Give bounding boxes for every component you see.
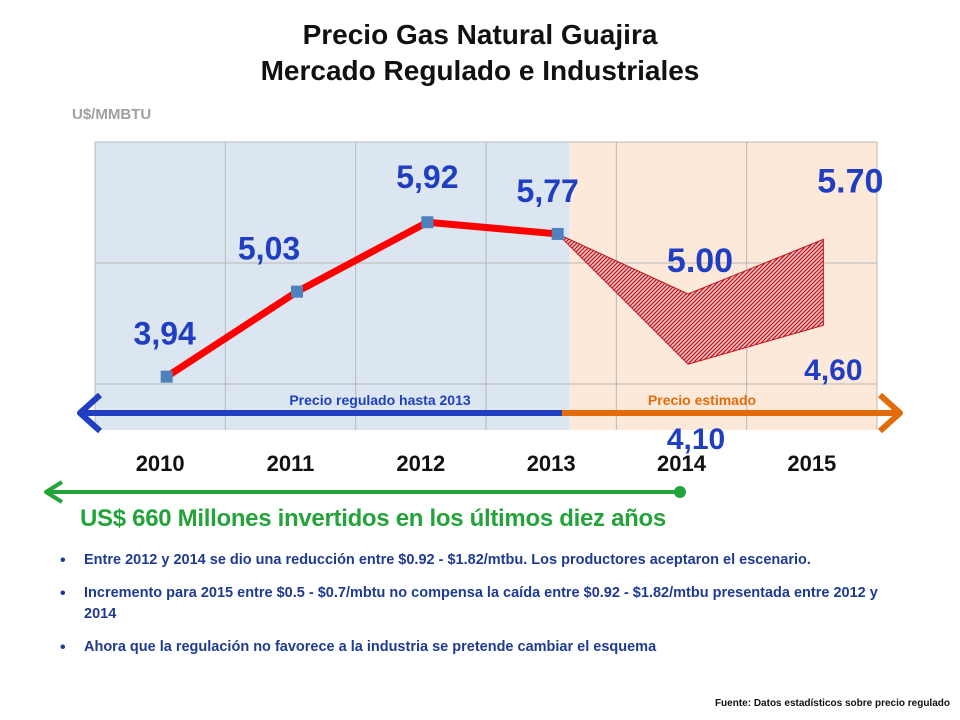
region-background xyxy=(95,142,570,430)
data-point-marker xyxy=(291,285,304,298)
x-tick-label: 2015 xyxy=(787,451,836,476)
data-point-marker xyxy=(551,227,564,240)
chart-title-line1: Precio Gas Natural Guajira xyxy=(302,19,658,50)
x-tick-label: 2011 xyxy=(267,451,315,476)
bullet-dot: • xyxy=(60,639,66,656)
x-tick-label: 2012 xyxy=(396,451,445,476)
chart-title-line2: Mercado Regulado e Industriales xyxy=(260,55,700,86)
bullet-item: • Ahora que la regulación no favorece a … xyxy=(60,637,890,658)
bullet-dot: • xyxy=(60,552,66,569)
x-tick-label: 2010 xyxy=(136,451,185,476)
arrow-right-head xyxy=(877,392,903,434)
bullet-text: Ahora que la regulación no favorece a la… xyxy=(84,639,657,655)
estimated-period-label: Precio estimado xyxy=(648,392,756,408)
estimated-lower-label: 4,10 xyxy=(667,423,725,456)
bullet-dot: • xyxy=(60,585,66,602)
estimated-price-band xyxy=(557,233,824,365)
source-note: Fuente: Datos estadísticos sobre precio … xyxy=(714,698,950,709)
bullet-item: • Incremento para 2015 entre $0.5 - $0.7… xyxy=(60,583,890,625)
bullet-item: • Entre 2012 y 2014 se dio una reducción… xyxy=(60,550,890,571)
investment-arrow-head xyxy=(44,480,64,504)
estimated-upper-label: 5.00 xyxy=(667,242,733,280)
data-point-marker xyxy=(421,216,434,229)
bullet-list: • Entre 2012 y 2014 se dio una reducción… xyxy=(60,550,890,670)
data-label: 5,77 xyxy=(517,173,579,209)
estimated-lower-label: 4,60 xyxy=(804,354,862,387)
regulated-price-line xyxy=(164,218,558,380)
data-point-marker xyxy=(160,370,173,383)
data-label: 3,94 xyxy=(134,316,196,352)
x-tick-label: 2014 xyxy=(657,451,707,476)
y-axis-unit-label: U$/MMBTU xyxy=(72,106,152,123)
investment-arrow-end-dot xyxy=(674,486,686,498)
arrow-left-head xyxy=(77,392,103,434)
data-label: 5,03 xyxy=(238,231,300,267)
estimated-upper-label: 5.70 xyxy=(817,162,883,200)
x-tick-label: 2013 xyxy=(527,451,576,476)
regulated-period-label: Precio regulado hasta 2013 xyxy=(289,392,471,408)
investment-text: US$ 660 Millones invertidos en los últim… xyxy=(80,505,666,532)
bullet-text: Incremento para 2015 entre $0.5 - $0.7/m… xyxy=(84,585,878,622)
bullet-text: Entre 2012 y 2014 se dio una reducción e… xyxy=(84,552,811,568)
data-label: 5,92 xyxy=(396,159,458,195)
